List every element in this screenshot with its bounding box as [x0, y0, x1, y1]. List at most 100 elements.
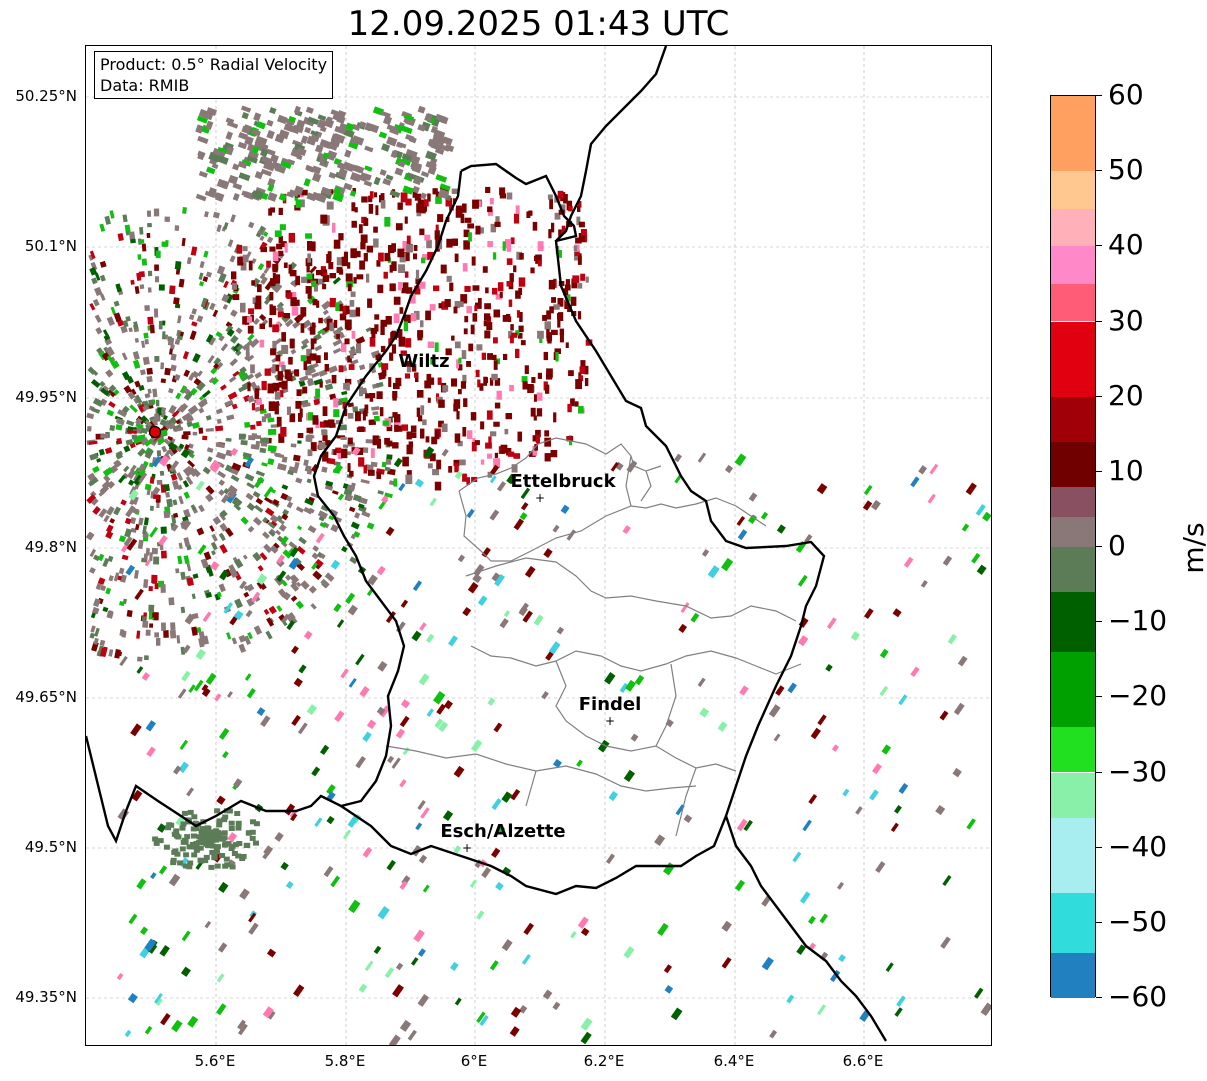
radar-echo-pixel — [567, 403, 572, 413]
radar-echo-pixel — [311, 165, 322, 175]
lat-tick: 49.35°N — [15, 988, 77, 1006]
radar-echo-pixel — [215, 451, 227, 460]
radar-echo-pixel — [362, 847, 373, 858]
radar-echo-pixel — [257, 263, 265, 271]
radar-echo-pixel — [437, 188, 450, 200]
radar-echo-pixel — [356, 343, 362, 354]
radar-echo-pixel — [288, 189, 299, 198]
radar-echo-pixel — [454, 253, 459, 263]
radar-echo-pixel — [110, 306, 117, 315]
radar-echo-pixel — [359, 386, 364, 397]
radar-echo-pixel — [174, 374, 181, 381]
radar-echo-pixel — [675, 804, 685, 816]
radar-echo-pixel — [198, 108, 210, 119]
radar-echo-pixel — [124, 528, 133, 538]
radar-echo-pixel — [254, 371, 263, 379]
radar-echo-pixel — [387, 755, 395, 764]
radar-echo-pixel — [129, 517, 137, 525]
radar-echo-pixel — [463, 398, 468, 407]
radar-map[interactable] — [85, 45, 992, 1046]
radar-echo-pixel — [332, 276, 341, 285]
radar-echo-pixel — [376, 565, 386, 576]
radar-echo-pixel — [281, 344, 289, 354]
radar-echo-pixel — [284, 803, 296, 816]
radar-echo-pixel — [146, 232, 151, 238]
radar-echo-pixel — [231, 851, 238, 856]
radar-echo-pixel — [566, 200, 573, 211]
radar-map-svg[interactable] — [86, 46, 992, 1046]
radar-echo-pixel — [543, 351, 549, 361]
radar-echo-pixel — [515, 290, 521, 299]
radar-echo-pixel — [139, 284, 145, 290]
radar-echo-pixel — [457, 301, 464, 308]
radar-echo-pixel — [397, 160, 406, 168]
colorbar-segment — [1051, 283, 1095, 322]
colorbar-tick-mark — [1096, 696, 1102, 698]
radar-echo-pixel — [910, 666, 920, 678]
radar-echo-pixel — [231, 637, 238, 645]
radar-echo-pixel — [336, 115, 346, 124]
radar-echo-pixel — [504, 239, 512, 249]
radar-echo-pixel — [159, 470, 165, 476]
radar-echo-pixel — [515, 348, 520, 359]
radar-echo-pixel — [103, 474, 111, 483]
radar-echo-pixel — [961, 523, 970, 532]
radar-echo-pixel — [197, 398, 208, 409]
radar-echo-pixel — [680, 602, 690, 614]
radar-echo-pixel — [522, 381, 528, 390]
radar-echo-pixel — [148, 604, 155, 612]
radar-echo-pixel — [283, 313, 291, 319]
colorbar-tick-mark — [1096, 320, 1102, 322]
radar-echo-pixel — [381, 363, 389, 370]
radar-echo-pixel — [368, 195, 373, 203]
radar-echo-pixel — [470, 739, 483, 753]
radar-echo-pixel — [825, 664, 833, 672]
radar-echo-pixel — [435, 224, 439, 232]
radar-echo-pixel — [264, 507, 275, 517]
radar-echo-pixel — [395, 728, 406, 739]
radar-echo-pixel — [170, 857, 177, 863]
radar-echo-pixel — [534, 255, 540, 262]
radar-echo-pixel — [420, 807, 430, 819]
radar-echo-pixel — [548, 279, 555, 290]
radar-echo-pixel — [99, 274, 106, 282]
radar-echo-pixel — [105, 346, 115, 357]
radar-echo-pixel — [107, 480, 116, 489]
radar-echo-pixel — [235, 327, 243, 335]
radar-echo-pixel — [438, 399, 445, 408]
radar-echo-pixel — [670, 1007, 683, 1021]
radar-echo-pixel — [328, 262, 334, 270]
radar-echo-pixel — [133, 569, 139, 579]
radar-echo-pixel — [296, 154, 303, 161]
radar-echo-pixel — [210, 367, 218, 375]
radar-echo-pixel — [144, 559, 152, 567]
radar-echo-pixel — [191, 593, 196, 600]
city-marker-esch-alzette: + — [461, 841, 473, 855]
radar-echo-pixel — [338, 122, 349, 132]
radar-echo-pixel — [214, 149, 226, 158]
radar-echo-pixel — [407, 1029, 417, 1041]
radar-echo-pixel — [619, 682, 629, 693]
radar-echo-pixel — [263, 160, 276, 172]
radar-echo-pixel — [454, 301, 460, 309]
radar-echo-pixel — [231, 499, 241, 508]
radar-echo-pixel — [369, 191, 374, 199]
radar-echo-pixel — [184, 834, 191, 840]
radar-echo-pixel — [499, 618, 509, 629]
radar-echo-pixel — [236, 344, 244, 352]
radar-echo-pixel — [216, 418, 222, 424]
lon-tick: 6°E — [460, 1052, 488, 1070]
radar-echo-pixel — [243, 635, 252, 645]
radar-echo-pixel — [131, 434, 138, 440]
radar-echo-pixel — [117, 320, 125, 327]
radar-echo-pixel — [203, 841, 210, 847]
radar-echo-pixel — [216, 973, 225, 983]
colorbar-tick-label: −40 — [1108, 829, 1168, 863]
radar-echo-pixel — [457, 554, 466, 563]
radar-echo-pixel — [158, 320, 163, 330]
radar-echo-pixel — [351, 446, 361, 456]
radar-echo-pixel — [99, 293, 106, 301]
radar-echo-pixel — [437, 377, 442, 385]
radar-echo-pixel — [288, 356, 293, 365]
radar-echo-pixel — [697, 677, 706, 687]
